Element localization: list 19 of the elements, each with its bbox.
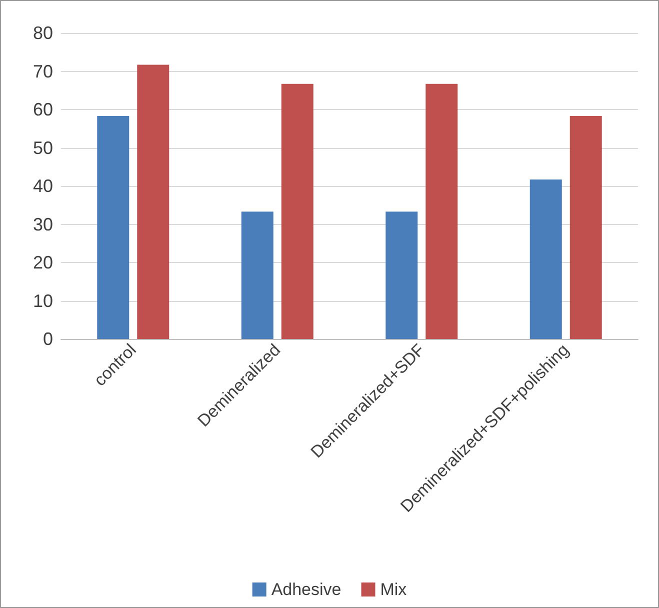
bar — [137, 64, 170, 339]
legend-label: Adhesive — [271, 580, 342, 599]
bar — [386, 212, 418, 339]
y-tick-label: 80 — [32, 23, 53, 43]
y-tick-label: 20 — [32, 252, 53, 272]
bar — [97, 116, 130, 339]
y-tick-label: 10 — [32, 290, 53, 311]
bar — [530, 180, 562, 339]
y-tick-label: 0 — [42, 329, 53, 349]
bar — [570, 116, 602, 339]
bar — [281, 84, 314, 339]
y-tick-label: 50 — [32, 138, 53, 158]
y-tick-label: 70 — [32, 61, 53, 82]
bar — [426, 84, 458, 339]
y-tick-label: 40 — [32, 176, 53, 196]
y-tick-label: 30 — [32, 214, 53, 234]
legend-label: Mix — [380, 580, 408, 599]
y-tick-label: 60 — [32, 100, 53, 120]
bar — [241, 212, 274, 339]
